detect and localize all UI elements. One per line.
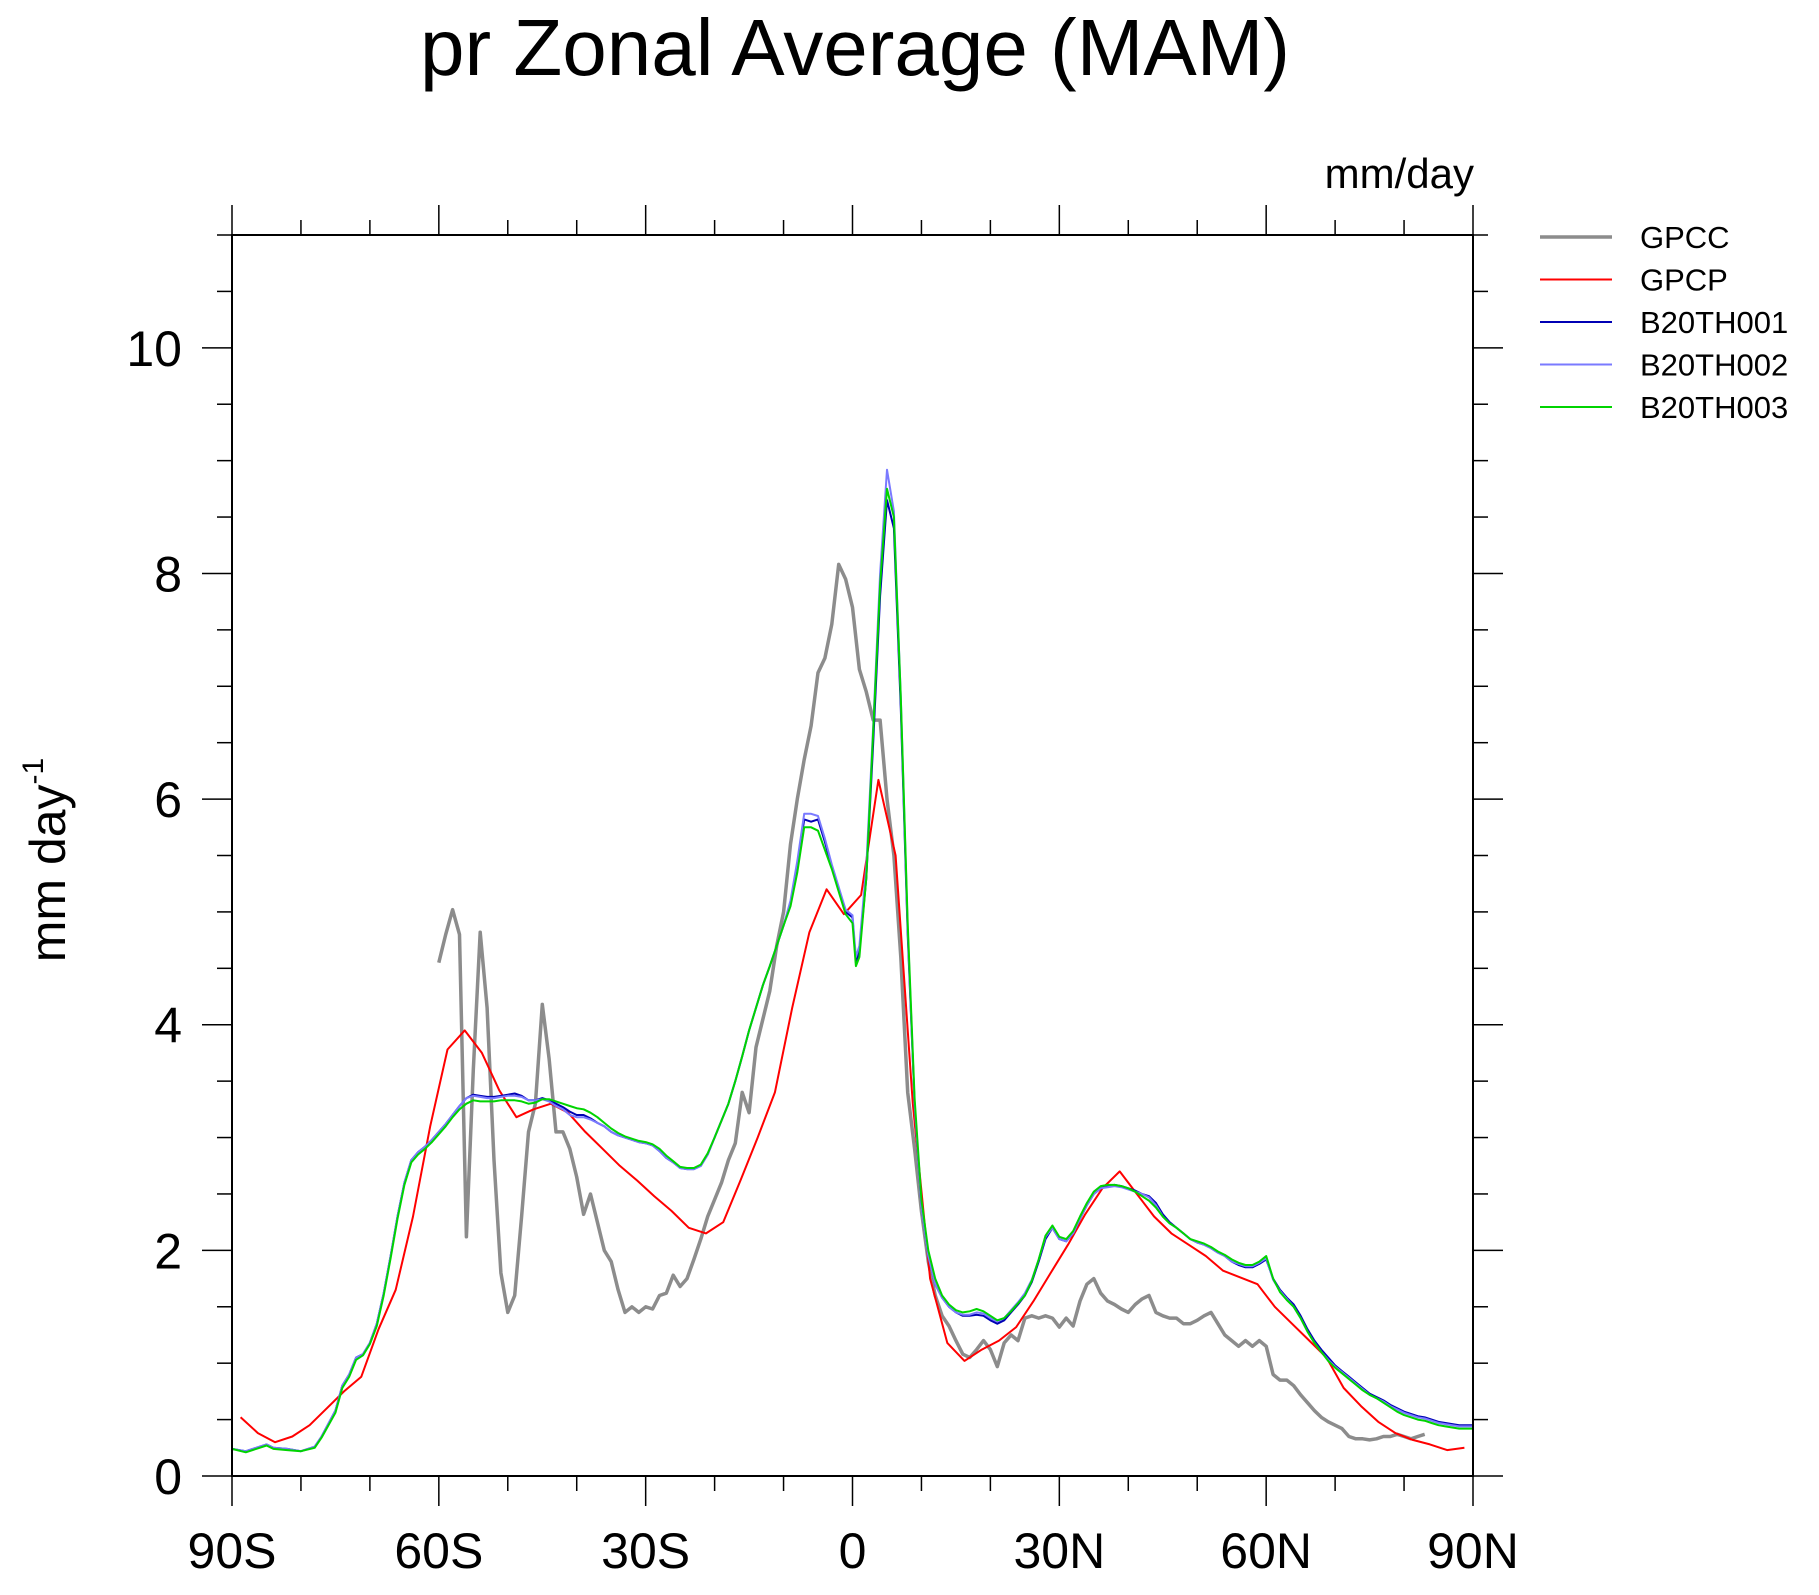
x-tick-label: 0 [839,1523,867,1579]
y-axis-label-superscript: -1 [17,758,50,785]
y-axis-label: mm day-1 [17,758,76,963]
legend-label-b20th002: B20TH002 [1640,348,1788,383]
y-tick-label: 10 [126,321,182,377]
series-line-b20th003 [231,487,1473,1454]
y-axis-label-text: mm day [20,784,76,962]
x-tick-labels: 90S 60S 30S 0 30N 60N 90N [188,1523,1519,1579]
y-tick-labels: 0 2 4 6 8 10 [126,321,182,1505]
x-tick-label: 60S [394,1523,483,1579]
axis-ticks [202,205,1503,1506]
units-label: mm/day [1325,150,1474,197]
y-tick-label: 4 [154,998,182,1054]
series-line-b20th001 [231,499,1473,1453]
y-tick-label: 2 [154,1223,182,1279]
x-tick-label: 90N [1427,1523,1519,1579]
x-tick-label: 60N [1220,1523,1312,1579]
legend-label-b20th003: B20TH003 [1640,390,1788,425]
legend-label-b20th001: B20TH001 [1640,305,1788,340]
x-tick-label: 90S [188,1523,277,1579]
x-tick-label: 30N [1013,1523,1105,1579]
y-tick-label: 0 [154,1449,182,1505]
y-tick-label: 6 [154,772,182,828]
series-line-gpcc [437,562,1426,1442]
chart-title: pr Zonal Average (MAM) [420,3,1290,92]
series-lines [231,468,1473,1454]
legend-label-gpcp: GPCP [1640,263,1728,298]
legend-label-gpcc: GPCC [1640,220,1730,255]
legend: GPCC GPCP B20TH001 B20TH002 B20TH003 [1540,220,1788,425]
x-tick-label: 30S [601,1523,690,1579]
plot-frame [231,234,1474,1477]
series-line-gpcp [239,778,1465,1452]
y-tick-label: 8 [154,546,182,602]
